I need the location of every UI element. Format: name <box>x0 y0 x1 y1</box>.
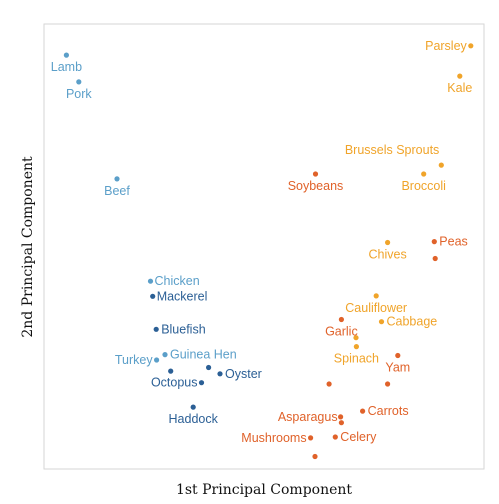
data-point-bluefish <box>153 326 159 332</box>
data-point-lamb <box>63 52 69 58</box>
data-point-unlabeled-10 <box>168 368 174 374</box>
data-point-asparagus <box>338 414 344 420</box>
point-label-broccoli: Broccoli <box>401 179 445 193</box>
point-label-carrots: Carrots <box>368 404 409 418</box>
point-label-chicken: Chicken <box>155 274 200 288</box>
point-label-parsley: Parsley <box>425 39 467 53</box>
data-point-unlabeled-27 <box>326 381 332 387</box>
point-label-peas: Peas <box>439 235 468 249</box>
data-point-turkey <box>154 357 160 363</box>
point-label-kale: Kale <box>447 81 472 95</box>
point-label-cauliflower: Cauliflower <box>345 301 407 315</box>
data-point-unlabeled-19 <box>432 255 438 262</box>
data-point-cabbage <box>378 319 385 325</box>
data-point-parsley <box>468 43 474 49</box>
point-label-spinach: Spinach <box>334 352 379 366</box>
point-label-celery: Celery <box>340 430 377 444</box>
data-point-unlabeled-28 <box>385 381 391 387</box>
data-point-soybeans <box>312 171 319 177</box>
point-label-bluefish: Bluefish <box>161 322 206 336</box>
data-point-haddock <box>190 404 196 410</box>
data-point-unlabeled-24 <box>353 335 359 341</box>
point-label-lamb: Lamb <box>51 60 82 74</box>
point-label-brussels-sprouts: Brussels Sprouts <box>345 143 439 157</box>
point-label-asparagus: Asparagus <box>278 410 338 424</box>
data-point-chicken <box>147 278 154 284</box>
data-point-peas <box>431 239 437 245</box>
x-axis-title: 1st Principal Component <box>176 482 352 498</box>
point-label-mackerel: Mackerel <box>157 289 208 303</box>
point-label-chives: Chives <box>368 248 406 262</box>
data-point-cauliflower <box>373 293 379 299</box>
plot-frame <box>43 23 485 470</box>
point-label-oyster: Oyster <box>225 367 262 381</box>
data-point-chives <box>385 239 391 246</box>
data-point-unlabeled-31 <box>338 420 344 426</box>
point-label-soybeans: Soybeans <box>288 179 344 193</box>
y-axis-title: 2nd Principal Component <box>20 156 36 338</box>
point-label-yam: Yam <box>385 361 410 375</box>
data-point-brussels-sprouts <box>438 162 444 168</box>
data-point-oyster <box>217 371 223 377</box>
data-point-pork <box>76 79 82 85</box>
data-point-spinach <box>353 344 359 350</box>
point-label-beef: Beef <box>104 184 130 198</box>
point-label-octopus: Octopus <box>151 376 198 390</box>
data-point-mushrooms <box>308 435 314 441</box>
point-label-mushrooms: Mushrooms <box>241 431 306 445</box>
data-point-guinea-hen <box>162 352 168 358</box>
data-point-carrots <box>360 408 366 414</box>
data-point-unlabeled-34 <box>312 453 318 460</box>
point-label-pork: Pork <box>66 87 92 101</box>
point-label-garlic: Garlic <box>325 325 358 339</box>
point-label-cabbage: Cabbage <box>387 315 438 329</box>
data-point-unlabeled-9 <box>206 364 212 371</box>
data-point-garlic <box>338 316 344 323</box>
point-label-guinea-hen: Guinea Hen <box>170 348 237 362</box>
data-point-beef <box>114 176 120 182</box>
data-point-broccoli <box>421 171 427 177</box>
data-point-kale <box>457 73 463 79</box>
points-layer <box>63 43 474 460</box>
data-point-celery <box>332 434 338 440</box>
point-label-turkey: Turkey <box>115 353 153 367</box>
data-point-octopus <box>198 380 205 386</box>
data-point-mackerel <box>150 293 156 299</box>
data-point-yam <box>395 352 401 359</box>
point-label-haddock: Haddock <box>169 412 219 426</box>
